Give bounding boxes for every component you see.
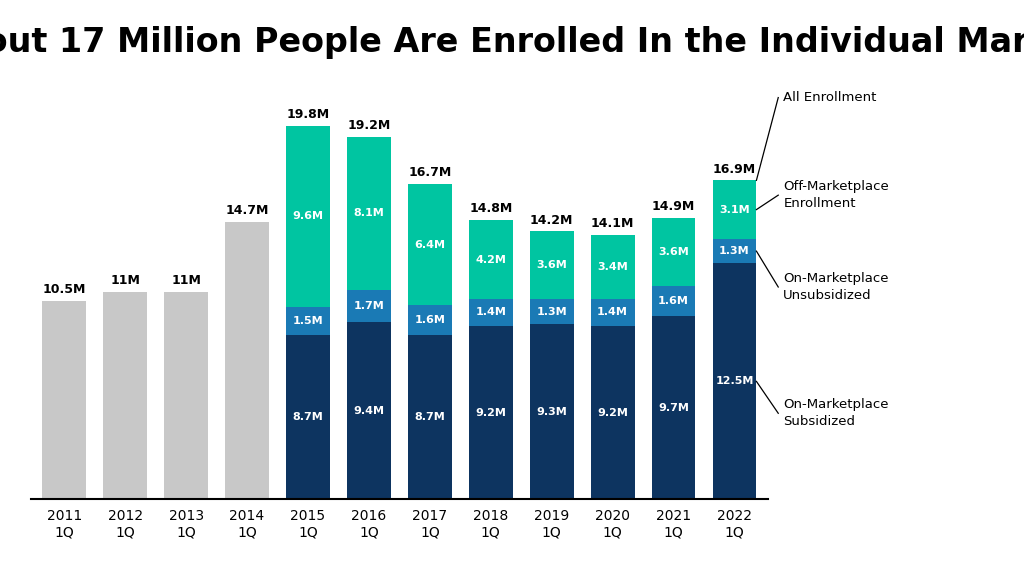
Text: 9.2M: 9.2M	[475, 408, 506, 417]
Bar	[529, 324, 573, 499]
Text: 9.4M: 9.4M	[353, 406, 384, 416]
Text: 12.5M: 12.5M	[716, 377, 754, 386]
Text: 14.2M: 14.2M	[530, 214, 573, 227]
Text: 14.7M: 14.7M	[225, 204, 268, 217]
Text: 3.6M: 3.6M	[658, 247, 689, 257]
Text: 4.2M: 4.2M	[475, 255, 506, 265]
Text: 9.6M: 9.6M	[293, 211, 324, 221]
Text: 1.3M: 1.3M	[537, 307, 567, 316]
Bar	[591, 235, 635, 299]
Bar	[286, 307, 330, 335]
Bar	[651, 286, 695, 316]
Text: 10.5M: 10.5M	[43, 284, 86, 296]
Bar	[651, 218, 695, 286]
Text: 14.9M: 14.9M	[652, 200, 695, 214]
Text: 8.1M: 8.1M	[353, 208, 384, 218]
Bar	[408, 305, 452, 335]
Bar	[529, 231, 573, 299]
Bar	[713, 180, 757, 239]
Text: 1.6M: 1.6M	[658, 296, 689, 306]
Text: 6.4M: 6.4M	[415, 239, 445, 250]
Bar	[347, 137, 391, 290]
Text: 3.6M: 3.6M	[537, 260, 567, 270]
Text: On-Marketplace
Unsubsidized: On-Marketplace Unsubsidized	[783, 272, 889, 302]
Bar	[713, 239, 757, 263]
Text: 16.7M: 16.7M	[409, 166, 452, 180]
Bar	[651, 316, 695, 499]
Bar	[591, 325, 635, 499]
Text: 1.3M: 1.3M	[719, 246, 750, 256]
Text: 1.7M: 1.7M	[353, 301, 384, 311]
Text: 1.4M: 1.4M	[475, 308, 506, 317]
Bar	[408, 335, 452, 499]
Text: 1.5M: 1.5M	[293, 316, 324, 326]
Text: 1.6M: 1.6M	[415, 315, 445, 325]
Text: 3.1M: 3.1M	[719, 204, 750, 215]
Text: 9.7M: 9.7M	[658, 403, 689, 413]
Text: 16.9M: 16.9M	[713, 162, 756, 176]
Bar	[469, 299, 513, 325]
Bar	[164, 292, 208, 499]
Text: On-Marketplace
Subsidized: On-Marketplace Subsidized	[783, 398, 889, 428]
Text: All Enrollment: All Enrollment	[783, 91, 877, 104]
Bar	[469, 325, 513, 499]
Bar	[286, 335, 330, 499]
Text: 19.2M: 19.2M	[347, 119, 390, 132]
Bar	[591, 299, 635, 325]
Bar	[408, 184, 452, 305]
Text: 9.3M: 9.3M	[537, 406, 567, 417]
Text: 14.1M: 14.1M	[591, 218, 634, 230]
Bar	[103, 292, 147, 499]
Text: 19.8M: 19.8M	[287, 108, 330, 121]
Bar	[225, 222, 269, 499]
Text: 8.7M: 8.7M	[293, 412, 324, 422]
Text: 14.8M: 14.8M	[469, 202, 512, 215]
Bar	[529, 299, 573, 324]
Text: 11M: 11M	[111, 274, 140, 287]
Bar	[347, 322, 391, 499]
Bar	[42, 301, 86, 499]
Text: 1.4M: 1.4M	[597, 308, 628, 317]
Bar	[713, 263, 757, 499]
Bar	[469, 220, 513, 299]
Text: 3.4M: 3.4M	[597, 262, 628, 272]
Text: 9.2M: 9.2M	[597, 408, 628, 417]
Text: 8.7M: 8.7M	[415, 412, 445, 422]
Bar	[347, 290, 391, 322]
Text: 11M: 11M	[171, 274, 201, 287]
Text: About 17 Million People Are Enrolled In the Individual Market: About 17 Million People Are Enrolled In …	[0, 26, 1024, 59]
Text: Off-Marketplace
Enrollment: Off-Marketplace Enrollment	[783, 180, 889, 210]
Bar	[286, 126, 330, 307]
